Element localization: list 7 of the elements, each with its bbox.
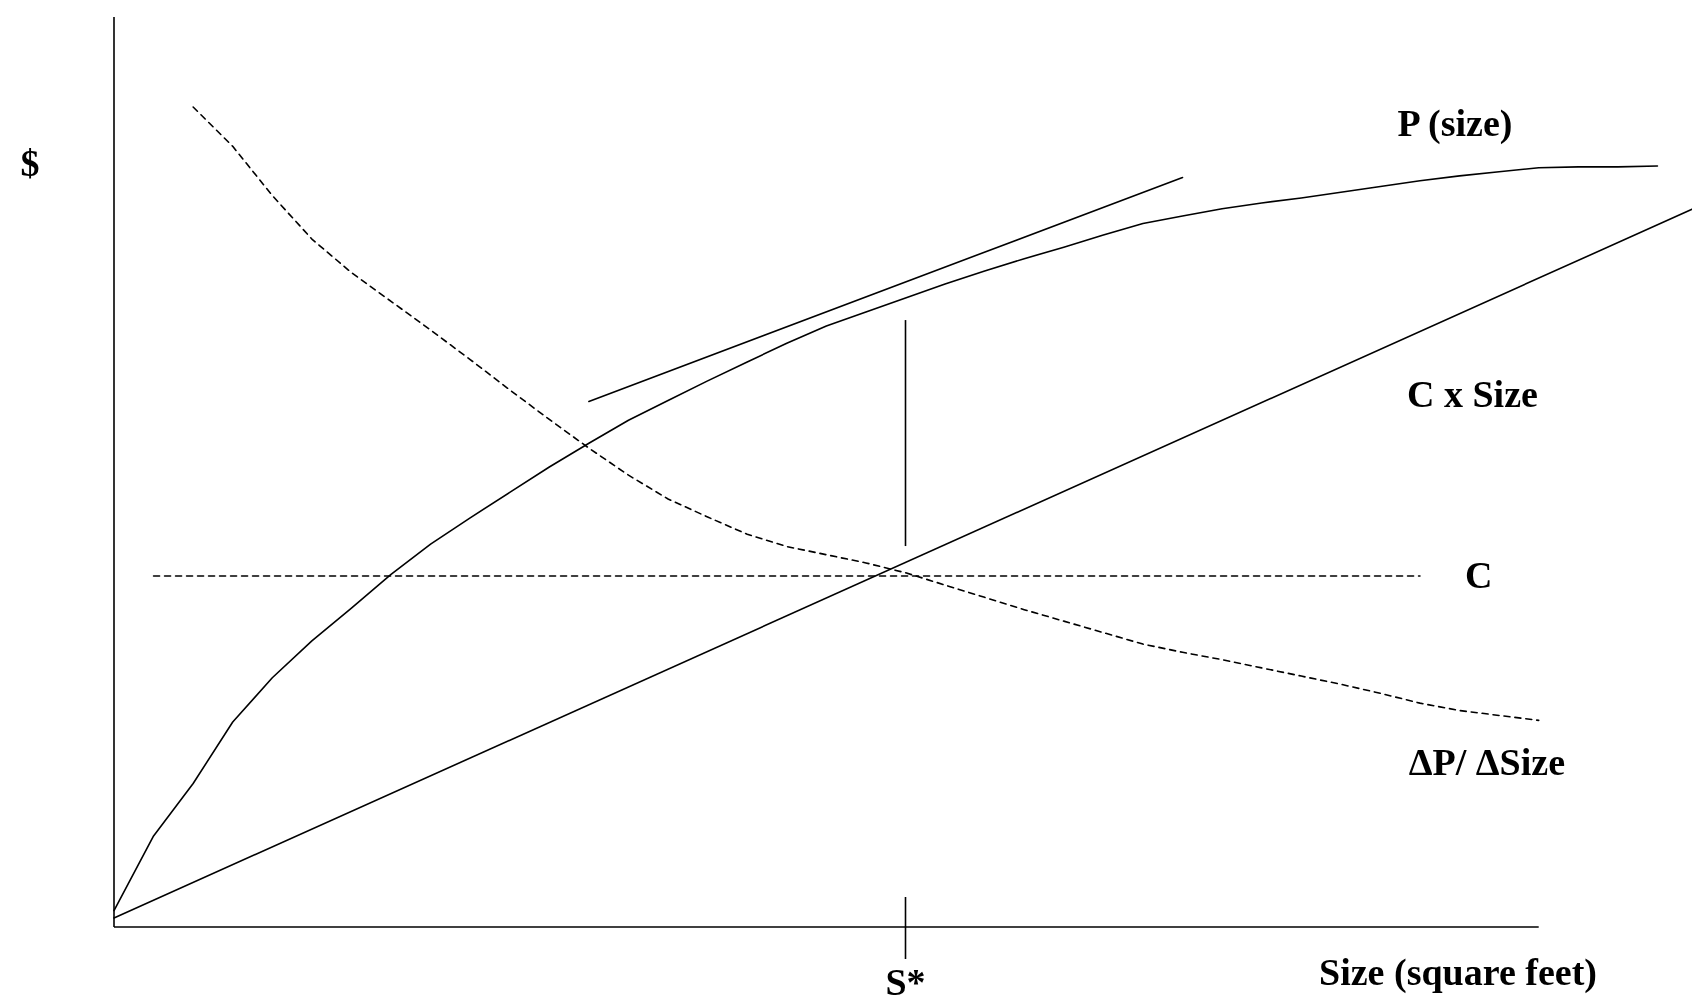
series-label: C	[1464, 554, 1493, 597]
series-label: C x Size	[1407, 373, 1538, 416]
x-axis-title: Size (square feet)	[1319, 951, 1597, 994]
y-axis-title: $	[20, 142, 40, 184]
text: S*	[885, 961, 926, 1003]
series-label: P (size)	[1397, 102, 1513, 146]
series-label: ΔP/ ΔSize	[1408, 741, 1566, 784]
